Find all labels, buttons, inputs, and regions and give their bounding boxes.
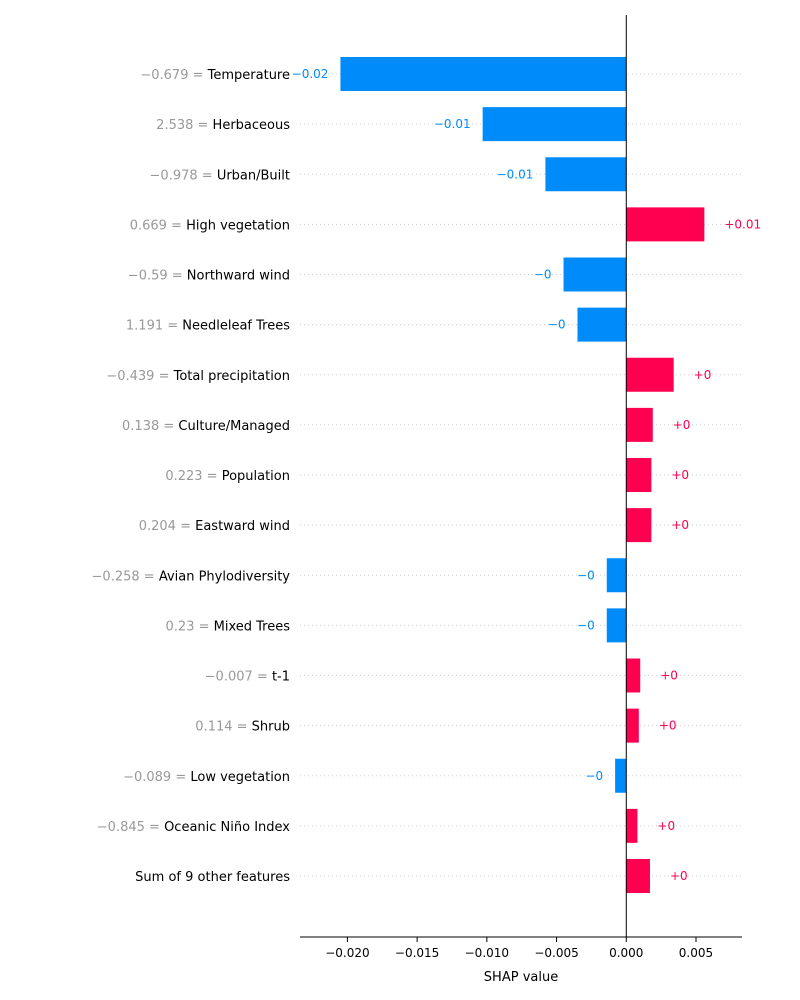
bar-positive bbox=[626, 407, 653, 442]
bars bbox=[340, 57, 705, 893]
shap-value-label: −0 bbox=[548, 318, 566, 332]
feature-value: −0.978 = bbox=[150, 168, 217, 183]
bar-positive bbox=[626, 458, 652, 492]
feature-label: 0.669 = High vegetation bbox=[130, 218, 290, 233]
feature-name: High vegetation bbox=[186, 218, 290, 233]
shap-value-label: +0 bbox=[694, 368, 712, 382]
bar-positive bbox=[626, 658, 641, 693]
bar-positive bbox=[626, 808, 638, 843]
shap-value-label: −0 bbox=[577, 568, 595, 582]
feature-value: 0.114 = bbox=[195, 720, 251, 735]
shap-value-label: −0 bbox=[585, 769, 603, 783]
feature-name: Needleleaf Trees bbox=[182, 319, 290, 334]
feature-label: 0.204 = Eastward wind bbox=[139, 519, 290, 534]
feature-name: Mixed Trees bbox=[214, 619, 291, 634]
feature-value: −0.439 = bbox=[106, 369, 173, 384]
shap-value-label: +0 bbox=[657, 819, 675, 833]
bar-positive bbox=[626, 357, 674, 392]
bar-negative bbox=[545, 157, 627, 192]
feature-value: 0.669 = bbox=[130, 218, 186, 233]
feature-label: −0.007 = t-1 bbox=[205, 670, 290, 685]
shap-value-label: +0 bbox=[660, 669, 678, 683]
feature-name: t-1 bbox=[272, 670, 290, 685]
feature-value: 0.23 = bbox=[166, 619, 214, 634]
x-axis-title: SHAP value bbox=[484, 970, 558, 985]
feature-value: −0.089 = bbox=[123, 770, 190, 785]
bar-positive bbox=[626, 859, 650, 893]
feature-name: Culture/Managed bbox=[178, 419, 290, 434]
shap-value-label: −0 bbox=[577, 618, 595, 632]
feature-name: Avian Phylodiversity bbox=[159, 569, 290, 584]
feature-name: Temperature bbox=[207, 68, 290, 83]
feature-value: −0.59 = bbox=[128, 269, 187, 284]
feature-label: −0.258 = Avian Phylodiversity bbox=[92, 569, 291, 584]
x-tick-label: 0.005 bbox=[679, 946, 713, 960]
bar-positive bbox=[626, 708, 639, 743]
feature-name: Low vegetation bbox=[190, 770, 290, 785]
feature-label: −0.439 = Total precipitation bbox=[106, 369, 290, 384]
feature-label: Sum of 9 other features bbox=[135, 870, 290, 885]
feature-name: Eastward wind bbox=[195, 519, 290, 534]
bar-positive bbox=[626, 207, 705, 242]
feature-value: 2.538 = bbox=[156, 118, 212, 133]
bar-negative bbox=[482, 107, 627, 142]
shap-value-label: −0.01 bbox=[434, 117, 471, 131]
bar-negative bbox=[577, 307, 627, 342]
feature-label: −0.089 = Low vegetation bbox=[123, 770, 290, 785]
bar-negative bbox=[340, 57, 627, 91]
feature-value: 0.138 = bbox=[122, 419, 178, 434]
bar-positive bbox=[626, 508, 652, 543]
x-tick-label: 0.000 bbox=[609, 946, 643, 960]
feature-value: −0.007 = bbox=[205, 670, 272, 685]
x-tick-label: −0.020 bbox=[325, 946, 369, 960]
feature-value: −0.679 = bbox=[140, 68, 207, 83]
shap-value-label: +0 bbox=[671, 468, 689, 482]
bar-negative bbox=[563, 257, 627, 292]
feature-value: −0.845 = bbox=[97, 820, 164, 835]
feature-label: 2.538 = Herbaceous bbox=[156, 118, 290, 133]
feature-label: −0.978 = Urban/Built bbox=[150, 168, 290, 183]
feature-label: 0.114 = Shrub bbox=[195, 720, 290, 735]
x-axis: −0.020 −0.015 −0.010 −0.005 0.000 0.005 SHAP … bbox=[300, 936, 742, 985]
feature-label: 0.23 = Mixed Trees bbox=[166, 619, 291, 634]
feature-value: 0.204 = bbox=[139, 519, 195, 534]
feature-name: Sum of 9 other features bbox=[135, 870, 290, 885]
feature-name: Herbaceous bbox=[213, 118, 291, 133]
feature-name: Population bbox=[222, 469, 290, 484]
feature-value: 1.191 = bbox=[126, 319, 182, 334]
shap-value-label: −0.02 bbox=[292, 67, 329, 81]
shap-value-label: +0 bbox=[670, 869, 688, 883]
feature-label: 0.223 = Population bbox=[165, 469, 290, 484]
shap-value-label: −0 bbox=[534, 268, 552, 282]
feature-labels: −0.02−0.679 = Temperature−0.012.538 = He… bbox=[92, 67, 762, 885]
x-tick-label: −0.010 bbox=[465, 946, 509, 960]
bar-negative bbox=[606, 608, 627, 643]
shap-value-label: +0 bbox=[659, 719, 677, 733]
x-axis-ticks: −0.020 −0.015 −0.010 −0.005 0.000 0.005 bbox=[325, 937, 713, 960]
feature-label: 0.138 = Culture/Managed bbox=[122, 419, 290, 434]
feature-label: −0.679 = Temperature bbox=[140, 68, 290, 83]
feature-name: Shrub bbox=[252, 720, 290, 735]
bar-negative bbox=[606, 558, 627, 593]
feature-label: 1.191 = Needleleaf Trees bbox=[126, 319, 290, 334]
bar-negative bbox=[615, 758, 627, 793]
feature-name: Northward wind bbox=[187, 269, 290, 284]
shap-value-label: +0 bbox=[671, 518, 689, 532]
feature-name: Oceanic Niño Index bbox=[164, 820, 290, 835]
x-tick-label: −0.005 bbox=[534, 946, 578, 960]
shap-value-label: −0.01 bbox=[497, 167, 534, 181]
x-tick-label: −0.015 bbox=[395, 946, 439, 960]
feature-label: −0.59 = Northward wind bbox=[128, 269, 290, 284]
feature-value: 0.223 = bbox=[165, 469, 221, 484]
feature-name: Total precipitation bbox=[173, 369, 290, 384]
shap-value-label: +0 bbox=[673, 418, 691, 432]
feature-name: Urban/Built bbox=[217, 168, 290, 183]
shap-value-label: +0.01 bbox=[724, 217, 761, 231]
feature-label: −0.845 = Oceanic Niño Index bbox=[97, 820, 291, 835]
feature-value: −0.258 = bbox=[92, 569, 159, 584]
